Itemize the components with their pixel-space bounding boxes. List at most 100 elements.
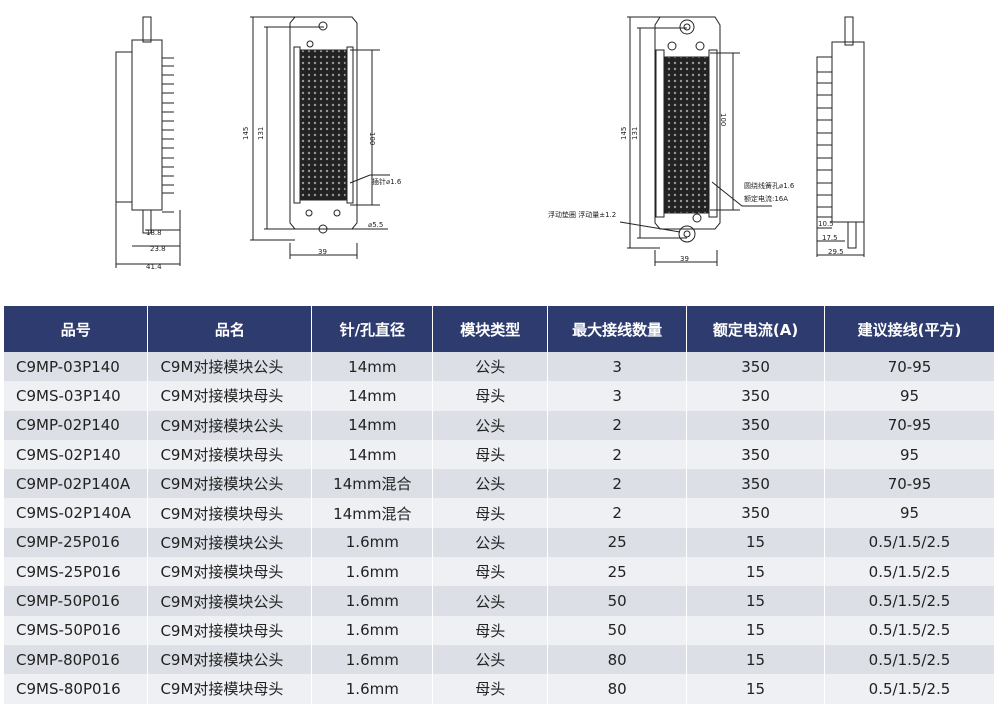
table-cell: 母头 [432,674,549,704]
table-row: C9MS-02P140A C9M对接模块母头 14mm混合 母头 2 350 95 [4,498,995,528]
table-cell: C9M对接模块公头 [147,586,313,616]
table-cell: 350 [686,498,826,528]
table-cell: 50 [547,586,688,616]
table-cell: C9MS-03P140 [4,381,149,411]
table-row: C9MP-80P016 C9M对接模块公头 1.6mm 公头 80 15 0.5/1.5/2… [4,644,995,675]
table-row: C9MP-25P016 C9M对接模块公头 1.6mm 公头 25 15 0.5/1.5/2… [4,527,995,558]
table-cell: C9M对接模块母头 [147,498,313,528]
column-header: 最大接线数量 [547,306,688,352]
table-cell: C9MP-80P016 [4,644,149,675]
right-side-view [816,16,865,257]
table-cell: C9MP-02P140A [4,469,149,499]
column-header: 模块类型 [432,306,549,352]
table-cell: 2 [547,498,688,528]
dim-right-100: 100 [719,113,727,126]
table-cell: 1.6mm [311,615,434,645]
table-cell: 14mm [311,410,434,440]
dim-right-width: 39 [680,255,689,263]
right-front-view [619,16,772,266]
column-header: 针/孔直径 [311,306,434,352]
table-cell: 70-95 [824,352,995,382]
table-cell: 1.6mm [311,586,434,616]
left-front-view [250,16,390,259]
table-cell: 母头 [432,615,549,645]
table-cell: C9M对接模块母头 [147,557,313,587]
table-cell: C9MS-02P140 [4,439,149,470]
table-cell: C9M对接模块公头 [147,410,313,440]
table-cell: 3 [547,381,688,411]
dim-left-width: 39 [318,248,327,256]
table-cell: 14mm [311,439,434,470]
table-row: C9MS-02P140 C9M对接模块母头 14mm 母头 2 350 95 [4,439,995,470]
dim-left-side-c: 41.4 [146,263,162,271]
table-cell: C9M对接模块母头 [147,381,313,411]
table-cell: 公头 [432,644,549,675]
float-note: 浮动垫圈 浮动量±1.2 [548,210,616,219]
table-cell: 2 [547,469,688,499]
table-cell: 1.6mm [311,557,434,587]
table-cell: 母头 [432,498,549,528]
pin-note: 插针⌀1.6 [372,177,402,186]
table-cell: 0.5/1.5/2.5 [824,615,995,645]
table-cell: 70-95 [824,469,995,499]
dim-right-side-a: 10.5 [818,220,834,228]
column-header: 建议接线(平方) [824,306,995,352]
column-header: 品号 [4,306,149,352]
table-cell: 350 [686,381,826,411]
table-cell: 母头 [432,439,549,470]
table-cell: 15 [686,615,826,645]
dim-left-100: 100 [368,132,376,145]
spec-table: 品号 品名 针/孔直径 模块类型 最大接线数量 额定电流(A) 建议接线(平方) C9MP-… [4,306,995,704]
table-cell: C9MS-25P016 [4,557,149,587]
table-cell: 0.5/1.5/2.5 [824,527,995,558]
table-cell: 70-95 [824,410,995,440]
table-cell: 350 [686,352,826,382]
dim-left-side-b: 23.8 [150,245,166,253]
dim-right-side-b: 17.5 [822,234,838,242]
table-cell: C9MP-25P016 [4,527,149,558]
table-cell: 2 [547,439,688,470]
left-side-view [115,16,181,268]
table-cell: 0.5/1.5/2.5 [824,586,995,616]
table-cell: 公头 [432,410,549,440]
table-row: C9MS-50P016 C9M对接模块母头 1.6mm 母头 50 15 0.5/1.5/2… [4,615,995,645]
table-cell: 14mm [311,381,434,411]
dim-left-145: 145 [242,127,250,140]
table-cell: 2 [547,410,688,440]
table-header: 品号 品名 针/孔直径 模块类型 最大接线数量 额定电流(A) 建议接线(平方) [4,306,995,352]
technical-drawings: 18.8 23.8 41.4 145 131 100 插针⌀1.6 ⌀5.5 3… [115,16,865,271]
table-cell: C9MS-02P140A [4,498,149,528]
table-cell: 95 [824,498,995,528]
table-cell: 0.5/1.5/2.5 [824,644,995,675]
table-cell: 1.6mm [311,644,434,675]
table-row: C9MP-02P140A C9M对接模块公头 14mm混合 公头 2 350 70-95 [4,469,995,499]
table-cell: 公头 [432,469,549,499]
table-cell: C9M对接模块公头 [147,469,313,499]
table-cell: C9M对接模块公头 [147,352,313,382]
table-cell: 15 [686,527,826,558]
table-row: C9MP-03P140 C9M对接模块公头 14mm 公头 3 350 70-95 [4,352,995,382]
table-cell: 25 [547,527,688,558]
dim-right-131: 131 [631,127,639,140]
table-cell: 0.5/1.5/2.5 [824,674,995,704]
table-row: C9MS-03P140 C9M对接模块母头 14mm 母头 3 350 95 [4,381,995,411]
table-cell: 公头 [432,527,549,558]
table-cell: 25 [547,557,688,587]
column-header: 品名 [147,306,313,352]
table-cell: C9M对接模块公头 [147,527,313,558]
table-cell: 350 [686,410,826,440]
table-cell: 15 [686,586,826,616]
table-cell: 1.6mm [311,527,434,558]
table-cell: C9MS-80P016 [4,674,149,704]
table-cell: 1.6mm [311,674,434,704]
table-cell: C9M对接模块母头 [147,439,313,470]
table-row: C9MS-25P016 C9M对接模块母头 1.6mm 母头 25 15 0.5/1.5/2… [4,557,995,587]
table-cell: C9MP-50P016 [4,586,149,616]
dim-right-145: 145 [620,127,628,140]
hole-note-right: 圆绕线簧孔⌀1.6 [744,181,795,190]
dim-left-131: 131 [257,127,265,140]
table-cell: 15 [686,557,826,587]
table-cell: 95 [824,439,995,470]
table-cell: 50 [547,615,688,645]
table-row: C9MP-02P140 C9M对接模块公头 14mm 公头 2 350 70-95 [4,410,995,440]
